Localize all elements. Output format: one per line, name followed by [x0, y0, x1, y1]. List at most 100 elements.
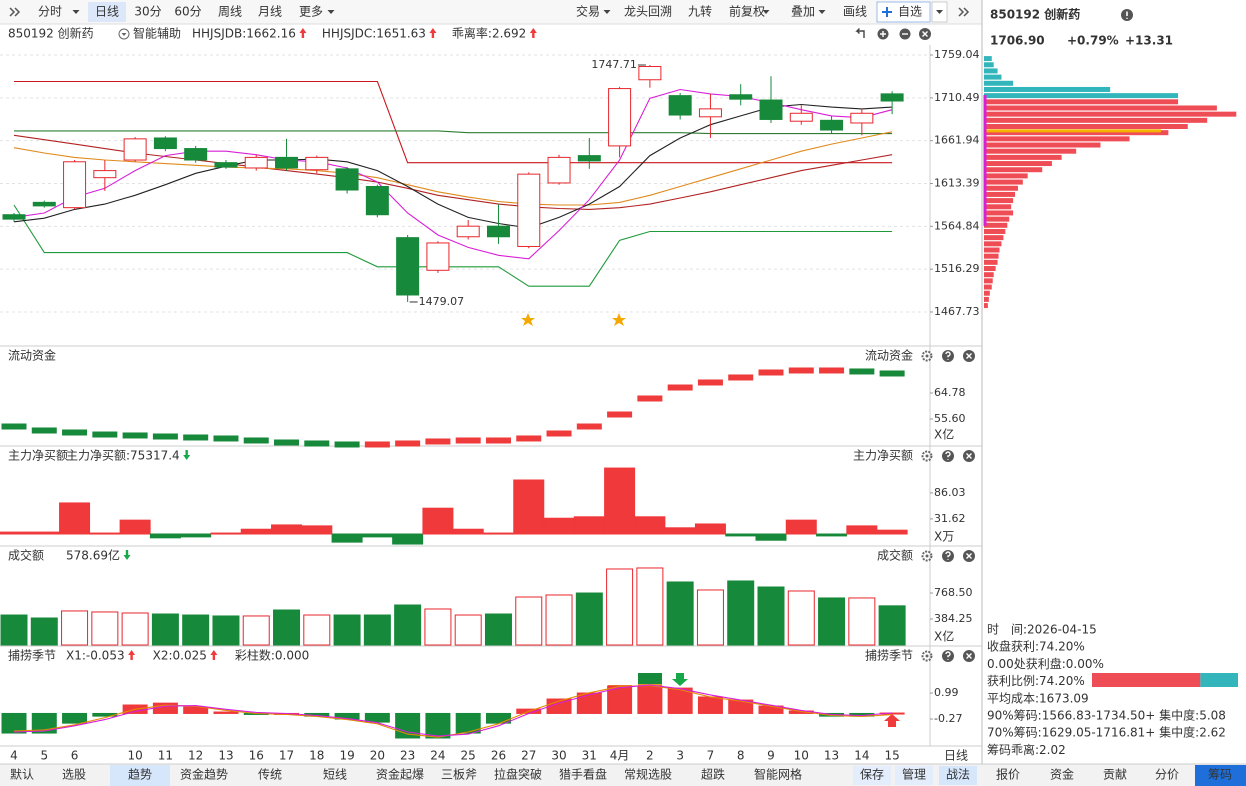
help-glyph	[945, 451, 951, 460]
strategy-tab[interactable]: 常规选股	[624, 767, 672, 782]
strategy-tab[interactable]: 智能网格	[754, 767, 802, 782]
data-bar	[395, 440, 421, 447]
action-button[interactable]: 保存	[860, 768, 884, 782]
strategy-tab[interactable]: 超跌	[701, 767, 725, 782]
data-bar	[484, 613, 512, 646]
chip-bar	[984, 191, 1016, 197]
strategy-tab[interactable]: 短线	[323, 768, 347, 782]
data-bar	[452, 528, 484, 535]
y-tick-label: 1710.49	[934, 91, 980, 104]
candle-body	[214, 162, 238, 168]
candle-body	[577, 155, 601, 162]
data-bar	[92, 431, 118, 438]
right-tab[interactable]: 分价	[1155, 768, 1179, 782]
data-bar	[361, 533, 393, 538]
action-button[interactable]: 战法	[946, 768, 970, 782]
data-bar	[31, 712, 57, 734]
chip-bar	[984, 179, 1023, 185]
right-tab[interactable]: 筹码	[1208, 768, 1232, 782]
data-bar	[1, 423, 27, 430]
dropdown-caret[interactable]	[818, 10, 826, 14]
dropdown-caret[interactable]	[72, 10, 80, 14]
candle-body	[93, 170, 117, 179]
strategy-tab[interactable]: 趋势	[128, 768, 152, 782]
unit-label: X万	[934, 530, 954, 544]
right-tab[interactable]: 报价	[996, 767, 1020, 782]
quote-price: 1706.90	[990, 34, 1045, 48]
period-tab[interactable]: 月线	[258, 5, 282, 19]
data-bar	[607, 685, 633, 714]
tool-button[interactable]: 九转	[688, 4, 712, 19]
panel-title: 流动资金	[8, 348, 56, 363]
strategy-tab[interactable]: 选股	[62, 768, 86, 782]
data-bar	[485, 712, 511, 724]
x-tick-label: 13	[824, 749, 839, 763]
chip-bar	[984, 99, 1179, 105]
strategy-tab[interactable]: 三板斧	[441, 768, 477, 782]
dropdown-caret[interactable]	[936, 10, 943, 14]
period-tab[interactable]: 日线	[95, 5, 119, 19]
tool-button[interactable]: 前复权	[729, 4, 765, 19]
strategy-tab[interactable]: 拉盘突破	[494, 767, 542, 782]
period-tab[interactable]: 周线	[218, 5, 242, 19]
watchlist-label[interactable]: 自选	[898, 5, 922, 19]
chip-stat: 获利比例:74.20%	[987, 674, 1085, 688]
settings-icon[interactable]	[921, 650, 933, 662]
period-tab[interactable]: 60分	[174, 5, 201, 19]
candle-body	[638, 66, 662, 81]
collapse-icon[interactable]	[9, 7, 21, 17]
tool-button[interactable]: 龙头回溯	[624, 4, 672, 19]
help-glyph	[945, 551, 951, 560]
strategy-tab[interactable]: 默认	[10, 767, 34, 782]
settings-icon-core	[925, 454, 929, 458]
chip-bar	[984, 296, 989, 302]
tool-button[interactable]: 叠加	[791, 5, 815, 19]
data-bar	[243, 437, 269, 444]
chip-bar	[984, 62, 994, 68]
chip-bar	[984, 241, 1002, 247]
period-tab[interactable]: 30分	[134, 5, 161, 19]
settings-icon[interactable]	[921, 350, 933, 362]
candle-body	[517, 173, 541, 247]
right-tab[interactable]: 贡献	[1103, 767, 1127, 782]
data-bar	[363, 614, 391, 646]
indicator-line	[13, 103, 893, 229]
expand-icon[interactable]	[958, 7, 970, 17]
right-tab[interactable]: 资金	[1050, 767, 1074, 782]
period-tab[interactable]: 更多	[299, 5, 323, 19]
data-bar	[849, 368, 875, 375]
strategy-tab[interactable]: 传统	[258, 767, 282, 782]
settings-icon-core	[925, 554, 929, 558]
x-tick-label: 26	[491, 749, 506, 763]
unit-label: X亿	[934, 629, 954, 644]
strategy-tab[interactable]: 资金趋势	[180, 767, 228, 782]
indicator-line	[13, 204, 893, 287]
tool-button[interactable]: 画线	[843, 5, 867, 19]
dropdown-caret[interactable]	[603, 10, 611, 14]
data-bar	[274, 439, 300, 446]
panel-legend: 578.69亿	[66, 548, 120, 563]
chip-bar	[984, 111, 1237, 117]
undo-icon[interactable]	[855, 28, 865, 39]
action-button-bg	[939, 766, 977, 785]
tool-button[interactable]: 交易	[576, 4, 600, 19]
period-tab[interactable]: 分时	[38, 5, 62, 19]
settings-icon[interactable]	[921, 550, 933, 562]
dropdown-caret[interactable]	[327, 10, 335, 14]
action-button[interactable]: 管理	[902, 767, 926, 782]
data-bar	[607, 411, 633, 418]
data-bar	[152, 433, 178, 440]
data-bar	[455, 437, 481, 444]
settings-icon[interactable]	[921, 450, 933, 462]
assist-icon[interactable]	[118, 28, 130, 40]
dropdown-caret[interactable]	[762, 10, 770, 14]
data-bar	[210, 532, 242, 535]
watchlist-button[interactable]	[876, 1, 931, 23]
data-bar	[637, 685, 663, 714]
indicator-line	[14, 130, 893, 135]
chip-stat: 时 间:2026-04-15	[987, 623, 1097, 637]
data-bar	[788, 367, 814, 374]
assist-label[interactable]: 智能辅助	[133, 26, 181, 41]
strategy-tab[interactable]: 猎手看盘	[559, 767, 607, 782]
strategy-tab[interactable]: 资金起爆	[376, 767, 424, 782]
